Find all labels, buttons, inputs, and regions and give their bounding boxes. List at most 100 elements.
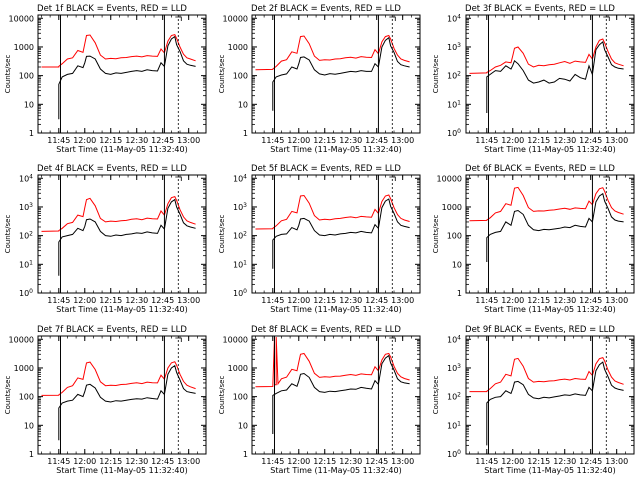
y-tick-label: 101 <box>233 259 247 269</box>
lld-series-line <box>469 186 624 222</box>
x-tick-label: 13:00 <box>391 296 414 305</box>
x-axis-label: Start Time (11-May-05 11:32:40) <box>270 466 401 475</box>
x-tick-label: 12:00 <box>73 457 96 466</box>
x-tick-label: 12:30 <box>339 457 362 466</box>
panel-title: Det 3f BLACK = Events, RED = LLD <box>465 4 615 14</box>
y-tick-label: 100 <box>19 72 34 81</box>
y-tick-label: 10000 <box>9 14 34 23</box>
x-tick-label: 12:15 <box>99 457 122 466</box>
y-tick-label: 104 <box>19 173 33 183</box>
lld-series-line <box>255 194 410 230</box>
y-tick-label: 1 <box>243 129 248 138</box>
marker-bracket <box>389 337 396 342</box>
x-tick-label: 12:45 <box>365 136 388 145</box>
events-series-line <box>58 35 196 120</box>
y-tick-label: 102 <box>19 231 33 241</box>
y-tick-label: 103 <box>19 202 33 212</box>
x-tick-label: 12:15 <box>527 136 550 145</box>
x-tick-label: 12:30 <box>339 136 362 145</box>
x-axis-label: Start Time (11-May-05 11:32:40) <box>484 466 615 475</box>
x-tick-label: 12:15 <box>313 136 336 145</box>
x-tick-label: 13:00 <box>605 457 628 466</box>
x-tick-label: 12:15 <box>527 457 550 466</box>
y-tick-label: 1 <box>29 450 34 459</box>
y-tick-label: 101 <box>19 259 33 269</box>
events-series-line <box>272 354 410 434</box>
marker-bracket <box>389 16 396 21</box>
panel-title: Det 6f BLACK = Events, RED = LLD <box>465 164 615 174</box>
y-tick-label: 1 <box>457 289 462 298</box>
x-tick-label: 12:00 <box>501 136 524 145</box>
panel-title: Det 2f BLACK = Events, RED = LLD <box>251 4 401 14</box>
y-tick-label: 100 <box>233 288 247 298</box>
x-axis-label: Start Time (11-May-05 11:32:40) <box>56 466 187 475</box>
y-tick-label: 104 <box>447 13 461 23</box>
x-tick-label: 12:30 <box>553 457 576 466</box>
x-tick-label: 12:45 <box>365 457 388 466</box>
y-axis-label: Counts/sec <box>4 376 12 415</box>
events-series-line <box>486 361 624 446</box>
y-axis-label: Counts/sec <box>4 215 12 254</box>
x-tick-label: 13:00 <box>391 457 414 466</box>
lld-series-line <box>41 195 196 232</box>
x-tick-label: 12:30 <box>339 296 362 305</box>
y-axis-label: Counts/sec <box>218 215 226 254</box>
y-tick-label: 103 <box>447 363 461 373</box>
y-tick-label: 102 <box>447 71 461 81</box>
plot-frame <box>465 174 635 294</box>
marker-bracket <box>175 337 182 342</box>
lld-series-line <box>41 34 196 68</box>
y-axis-label: Counts/sec <box>432 215 440 254</box>
y-tick-label: 10000 <box>437 174 462 183</box>
y-tick-label: 100 <box>447 449 461 459</box>
events-series-line <box>486 41 624 113</box>
y-tick-label: 10000 <box>223 14 248 23</box>
lld-series-line <box>255 336 410 388</box>
panel-7: Det 7f BLACK = Events, RED = LLD Counts/s… <box>4 325 207 475</box>
x-tick-label: 12:30 <box>125 136 148 145</box>
panel-title: Det 8f BLACK = Events, RED = LLD <box>251 325 401 335</box>
x-tick-label: 11:45 <box>475 296 498 305</box>
y-tick-label: 101 <box>447 99 461 109</box>
x-tick-label: 13:00 <box>391 136 414 145</box>
events-series-line <box>58 198 196 276</box>
x-axis-label: Start Time (11-May-05 11:32:40) <box>56 145 187 154</box>
x-axis-label: Start Time (11-May-05 11:32:40) <box>56 305 187 314</box>
x-axis-label: Start Time (11-May-05 11:32:40) <box>484 305 615 314</box>
x-tick-label: 12:00 <box>501 457 524 466</box>
x-tick-label: 12:30 <box>125 457 148 466</box>
panel-6: Det 6f BLACK = Events, RED = LLD Counts/s… <box>432 164 635 314</box>
plot-frame <box>465 14 635 134</box>
x-tick-label: 13:00 <box>605 136 628 145</box>
x-tick-label: 13:00 <box>605 296 628 305</box>
lld-series-line <box>469 38 624 74</box>
marker-bracket <box>175 176 182 181</box>
marker-bracket <box>603 16 610 21</box>
x-tick-label: 12:30 <box>125 296 148 305</box>
x-tick-label: 11:45 <box>261 136 284 145</box>
x-tick-label: 12:45 <box>579 296 602 305</box>
y-tick-label: 10 <box>452 260 462 269</box>
y-tick-label: 10000 <box>9 335 34 344</box>
panel-title: Det 1f BLACK = Events, RED = LLD <box>37 4 187 14</box>
y-axis-label: Counts/sec <box>218 376 226 415</box>
y-tick-label: 100 <box>447 232 462 241</box>
y-tick-label: 1000 <box>14 364 34 373</box>
plot-frame <box>37 174 207 294</box>
x-tick-label: 12:45 <box>579 136 602 145</box>
events-series-line <box>272 198 410 269</box>
marker-bracket <box>175 16 182 21</box>
plot-frame <box>37 335 207 455</box>
panel-title: Det 5f BLACK = Events, RED = LLD <box>251 164 401 174</box>
y-tick-label: 100 <box>447 128 461 138</box>
plot-frame <box>251 174 421 294</box>
x-tick-label: 11:45 <box>261 457 284 466</box>
x-tick-label: 12:15 <box>99 296 122 305</box>
y-tick-label: 1000 <box>228 364 248 373</box>
y-tick-label: 104 <box>447 334 461 344</box>
y-tick-label: 10 <box>24 421 34 430</box>
y-tick-label: 100 <box>19 393 34 402</box>
y-tick-label: 10000 <box>223 335 248 344</box>
x-axis-label: Start Time (11-May-05 11:32:40) <box>270 305 401 314</box>
